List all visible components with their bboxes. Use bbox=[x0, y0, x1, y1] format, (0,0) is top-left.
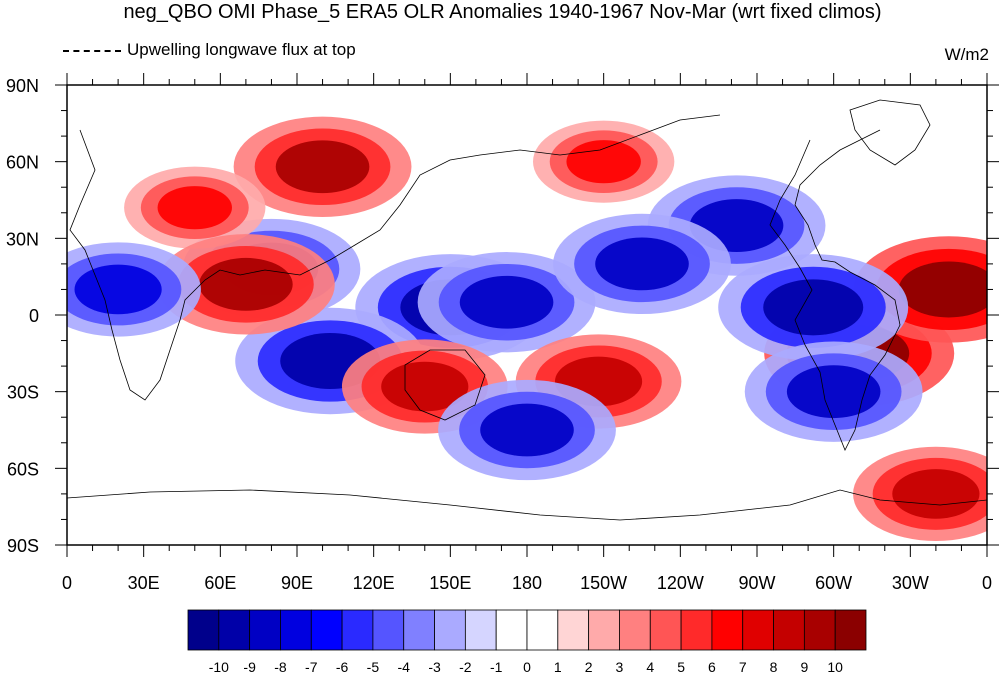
anomaly-blob bbox=[898, 261, 987, 318]
colorbar-swatch bbox=[649, 609, 682, 651]
anomaly-blob bbox=[157, 186, 232, 230]
field-legend: Upwelling longwave flux at top bbox=[63, 40, 356, 60]
colorbar-swatch bbox=[464, 609, 497, 651]
colorbar-swatch bbox=[557, 609, 590, 651]
coastline-australia bbox=[404, 349, 486, 421]
y-tick-label: 0 bbox=[29, 306, 39, 326]
colorbar-label: 6 bbox=[708, 659, 716, 675]
colorbar-swatch bbox=[619, 609, 651, 651]
colorbar-label: 2 bbox=[585, 659, 593, 675]
colorbar-label: -4 bbox=[398, 659, 411, 675]
y-tick-label: 90S bbox=[7, 536, 39, 556]
anomaly-blob bbox=[275, 140, 370, 194]
x-tick-label: 120W bbox=[657, 573, 704, 593]
anomaly-field bbox=[67, 116, 987, 541]
x-axis-tick-labels: 0 30E 60E 90E 120E 150E 180 150W 120W 90W 60W 30W 0 bbox=[62, 573, 992, 593]
x-tick-label: 120E bbox=[353, 573, 395, 593]
x-tick-label: 90W bbox=[738, 573, 775, 593]
colorbar-label: 8 bbox=[770, 659, 778, 675]
y-tick-label: 60N bbox=[6, 153, 39, 173]
colorbar-swatch bbox=[803, 609, 836, 651]
coastline-antarctica bbox=[67, 489, 987, 521]
colorbar-swatch bbox=[526, 609, 559, 651]
colorbar-label: 0 bbox=[523, 659, 531, 675]
coastline-americas bbox=[769, 129, 901, 451]
colorbar-swatch bbox=[341, 609, 374, 651]
colorbar-label: 9 bbox=[800, 659, 808, 675]
anomaly-blob bbox=[786, 365, 881, 419]
y-tick-label: 90N bbox=[6, 76, 39, 96]
colorbar-label: 3 bbox=[616, 659, 624, 675]
anomaly-blob bbox=[459, 275, 554, 329]
colorbar-label: -1 bbox=[490, 659, 503, 675]
x-tick-label: 60E bbox=[204, 573, 236, 593]
anomaly-blob bbox=[199, 257, 293, 311]
anomaly-blob bbox=[480, 403, 574, 457]
colorbar-label: -9 bbox=[243, 659, 256, 675]
colorbar-swatch bbox=[834, 609, 867, 651]
colorbar-swatch bbox=[310, 609, 343, 651]
anomaly-blob bbox=[892, 469, 980, 519]
colorbar-label: -7 bbox=[305, 659, 318, 675]
x-tick-label: 0 bbox=[982, 573, 992, 593]
colorbar-swatch bbox=[403, 609, 435, 651]
colorbar-label: -6 bbox=[336, 659, 349, 675]
x-tick-label: 30W bbox=[892, 573, 929, 593]
x-tick-label: 60W bbox=[815, 573, 852, 593]
colorbar-swatch bbox=[249, 609, 281, 651]
y-tick-label: 30S bbox=[7, 383, 39, 403]
x-tick-label: 90E bbox=[281, 573, 313, 593]
colorbar-swatch bbox=[218, 609, 251, 651]
y-axis-tick-labels: 90N 60N 30N 0 30S 60S 90S bbox=[6, 76, 39, 556]
colorbar-swatch bbox=[742, 609, 774, 651]
colorbar-label: 1 bbox=[554, 659, 562, 675]
colorbar-swatch bbox=[434, 609, 466, 651]
dashed-line-icon bbox=[63, 49, 121, 52]
anomaly-blob bbox=[566, 140, 641, 184]
coastlines bbox=[67, 99, 987, 521]
colorbar-label: 7 bbox=[739, 659, 747, 675]
axis-ticks bbox=[55, 73, 999, 557]
colorbar-label: -3 bbox=[428, 659, 441, 675]
colorbar: -10 -9 -8 -7 -6 -5 -4 -3 -2 -1 0 1 2 3 4 5 6 7 8 9 10 bbox=[187, 609, 867, 675]
plot-area bbox=[66, 84, 988, 546]
colorbar-swatch bbox=[680, 609, 713, 651]
x-tick-label: 150W bbox=[580, 573, 627, 593]
field-legend-label: Upwelling longwave flux at top bbox=[127, 40, 356, 59]
colorbar-swatch bbox=[495, 609, 528, 651]
anomaly-blob bbox=[381, 361, 469, 412]
anomaly-blob bbox=[763, 279, 864, 336]
y-tick-label: 30N bbox=[6, 229, 39, 249]
y-tick-label: 60S bbox=[7, 459, 39, 479]
colorbar-label: -5 bbox=[367, 659, 380, 675]
colorbar-swatch bbox=[372, 609, 405, 651]
chart-title: neg_QBO OMI Phase_5 ERA5 OLR Anomalies 1… bbox=[123, 1, 882, 23]
colorbar-label: 10 bbox=[827, 659, 843, 675]
colorbar-label: 4 bbox=[646, 659, 654, 675]
coastline-greenland bbox=[849, 99, 931, 166]
x-tick-label: 150E bbox=[429, 573, 471, 593]
colorbar-swatch bbox=[280, 609, 312, 651]
colorbar-swatch bbox=[773, 609, 805, 651]
units-label: W/m2 bbox=[944, 45, 989, 64]
colorbar-label: -10 bbox=[209, 659, 229, 675]
colorbar-swatch bbox=[187, 609, 220, 651]
anomaly-blob bbox=[74, 264, 162, 315]
coastline-africa-eurasia bbox=[69, 114, 721, 401]
colorbar-label: -8 bbox=[274, 659, 287, 675]
colorbar-label: -2 bbox=[459, 659, 472, 675]
x-tick-label: 0 bbox=[62, 573, 72, 593]
anomaly-blob bbox=[595, 237, 689, 291]
x-tick-label: 30E bbox=[128, 573, 160, 593]
colorbar-swatch bbox=[588, 609, 620, 651]
x-tick-label: 180 bbox=[512, 573, 542, 593]
colorbar-swatch bbox=[711, 609, 744, 651]
colorbar-label: 5 bbox=[677, 659, 685, 675]
